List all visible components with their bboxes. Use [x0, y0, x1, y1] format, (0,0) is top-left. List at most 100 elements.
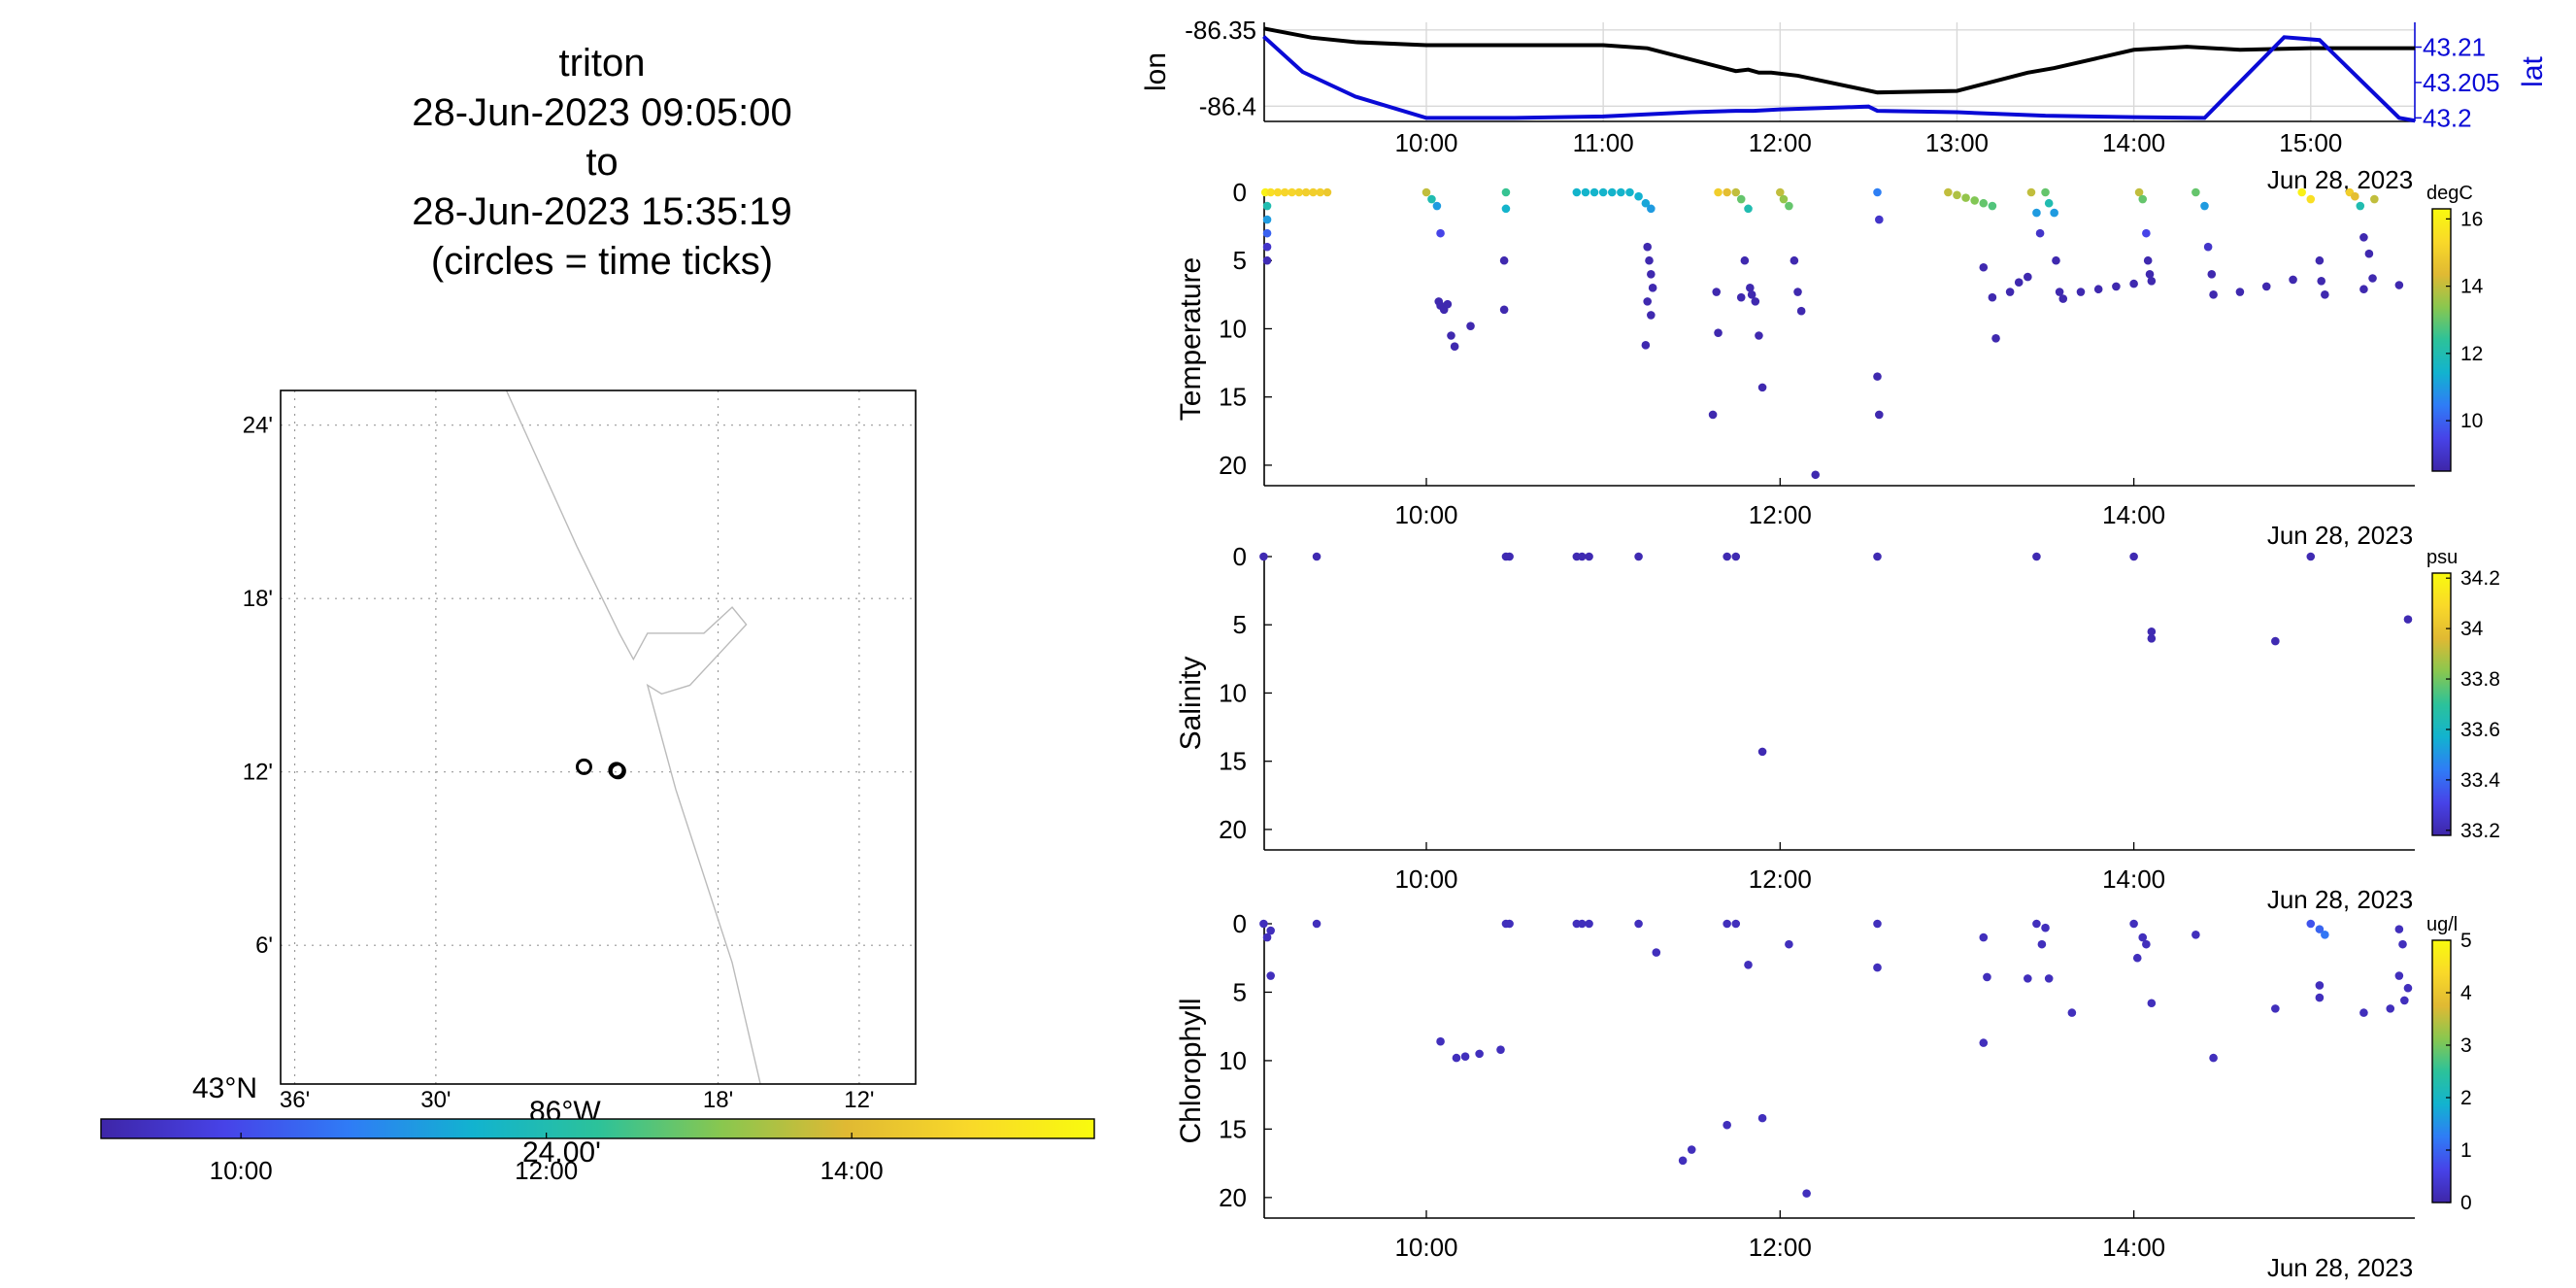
salinity-data-point	[1505, 552, 1514, 561]
chlorophyll-x-tick-label: 12:00	[1749, 1233, 1812, 1262]
position-x-tick-label: 11:00	[1573, 128, 1634, 157]
temperature-data-point	[1316, 187, 1324, 197]
temperature-data-point	[2306, 194, 2316, 204]
chlorophyll-data-point	[1678, 1156, 1688, 1166]
temperature-data-point	[1875, 410, 1884, 420]
chlorophyll-data-point	[1873, 963, 1882, 972]
title-line-start-time: 28-Jun-2023 09:05:00	[412, 91, 792, 134]
salinity-colorbar-tick-label: 33.2	[2460, 820, 2500, 842]
salinity-data-point	[2129, 552, 2138, 561]
temperature-colorbar	[2431, 208, 2452, 472]
map-frame	[280, 390, 917, 1085]
temperature-data-point	[1643, 242, 1652, 252]
chlorophyll-data-point	[1496, 1045, 1505, 1054]
chlorophyll-data-point	[1259, 919, 1268, 929]
temperature-data-point	[1755, 331, 1763, 340]
chlorophyll-colorbar-tick-label: 2	[2460, 1087, 2472, 1109]
temperature-data-point	[2055, 288, 2064, 296]
temperature-data-point	[2050, 208, 2058, 218]
temperature-data-point	[1645, 255, 1654, 265]
map-lat-tick-label: 6'	[255, 932, 273, 959]
temperature-data-point	[2209, 290, 2218, 299]
map-lon-tick-label: 36'	[280, 1087, 310, 1113]
temperature-data-point	[1443, 299, 1453, 309]
lon-series-line	[1263, 26, 2416, 95]
temperature-data-point	[2359, 285, 2368, 294]
temperature-data-point	[1581, 187, 1590, 197]
chlorophyll-data-point	[1983, 972, 1991, 982]
temperature-date-label: Jun 28, 2023	[2267, 521, 2413, 550]
chlorophyll-data-point	[1262, 932, 1272, 942]
temperature-data-point	[2145, 269, 2155, 279]
chlorophyll-data-point	[1312, 919, 1321, 929]
temperature-data-point	[1875, 215, 1884, 224]
temperature-data-point	[1294, 187, 1304, 197]
chlorophyll-data-point	[2398, 939, 2407, 949]
temperature-x-tick-label: 12:00	[1749, 500, 1812, 529]
temperature-data-point	[1751, 297, 1760, 306]
temperature-data-point	[1262, 228, 1272, 238]
salinity-panel: 0 5 10 15 20 10:00 12:00 14:00 Jun 28, 2023 Salin…	[1175, 542, 2500, 914]
temperature-data-point	[2142, 228, 2151, 238]
chlorophyll-data-point	[1723, 919, 1731, 929]
temperature-data-point	[2143, 255, 2153, 265]
chlorophyll-data-point	[2037, 939, 2047, 949]
chlorophyll-data-point	[1452, 1053, 1461, 1063]
chlorophyll-data-point	[2209, 1053, 2218, 1063]
salinity-colorbar-unit: psu	[2426, 547, 2458, 568]
temperature-data-point	[1744, 204, 1753, 214]
position-x-tick-label: 12:00	[1749, 128, 1812, 157]
salinity-data-point	[2147, 627, 2157, 636]
chlorophyll-data-point	[1460, 1052, 1470, 1062]
salinity-data-point	[1731, 552, 1741, 561]
position-lon-tick-label: -86.4	[1199, 91, 1256, 120]
chlorophyll-y-tick-label: 0	[1233, 909, 1247, 938]
chlorophyll-data-point	[2129, 919, 2138, 929]
temperature-data-point	[1793, 288, 1802, 296]
temperature-colorbar-tick-label: 10	[2460, 410, 2483, 432]
chlorophyll-data-point	[1634, 919, 1643, 929]
map-colorbar-tick-label: 12:00	[515, 1156, 578, 1185]
temperature-data-point	[1266, 187, 1275, 197]
temperature-data-point	[1301, 187, 1311, 197]
temperature-data-point	[1776, 187, 1785, 197]
chlorophyll-data-point	[2400, 996, 2409, 1005]
chlorophyll-data-point	[2394, 971, 2404, 980]
temperature-data-point	[2368, 274, 2377, 283]
chlorophyll-data-point	[2321, 930, 2329, 939]
position-panel: 10:00 11:00 12:00 13:00 14:00 15:00 -86.35 -86.…	[1140, 16, 2549, 194]
salinity-y-tick-label: 10	[1219, 678, 1247, 707]
map-colorbar	[100, 1118, 1095, 1139]
temperature-data-point	[1647, 204, 1656, 214]
temperature-colorbar-unit: degC	[2426, 183, 2473, 204]
salinity-data-point	[1585, 552, 1593, 561]
chlorophyll-data-point	[2271, 1004, 2280, 1013]
temperature-data-point	[1262, 201, 1272, 211]
temperature-data-point	[1501, 187, 1511, 197]
temperature-data-point	[1617, 187, 1625, 197]
chlorophyll-colorbar-tick-label: 1	[2460, 1139, 2472, 1162]
temperature-y-tick-label: 0	[1233, 178, 1247, 207]
temperature-data-point	[1273, 187, 1283, 197]
salinity-colorbar-tick-label: 33.6	[2460, 719, 2500, 741]
chlorophyll-data-point	[2403, 983, 2413, 993]
chlorophyll-data-point	[2067, 1008, 2077, 1017]
temperature-data-point	[1712, 288, 1722, 296]
temperature-data-point	[1714, 187, 1723, 197]
chlorophyll-date-label: Jun 28, 2023	[2267, 1253, 2413, 1282]
temperature-data-point	[1790, 255, 1799, 265]
position-lat-tick-label: 43.205	[2423, 68, 2500, 97]
temperature-data-point	[2032, 208, 2041, 218]
chlorophyll-data-point	[2359, 1008, 2368, 1017]
temperature-data-point	[1873, 187, 1882, 197]
temperature-data-point	[2370, 194, 2379, 204]
temperature-colorbar-tick-label: 16	[2460, 208, 2483, 230]
chlorophyll-data-point	[2024, 974, 2032, 983]
chlorophyll-y-tick-label: 15	[1219, 1114, 1247, 1143]
chlorophyll-colorbar-tick-label: 4	[2460, 982, 2472, 1004]
salinity-ylabel: Salinity	[1175, 657, 1207, 751]
salinity-x-tick-label: 10:00	[1394, 864, 1457, 894]
position-lat-tick-label: 43.21	[2423, 33, 2486, 62]
salinity-data-point	[1723, 552, 1731, 561]
salinity-y-tick-label: 20	[1219, 815, 1247, 844]
